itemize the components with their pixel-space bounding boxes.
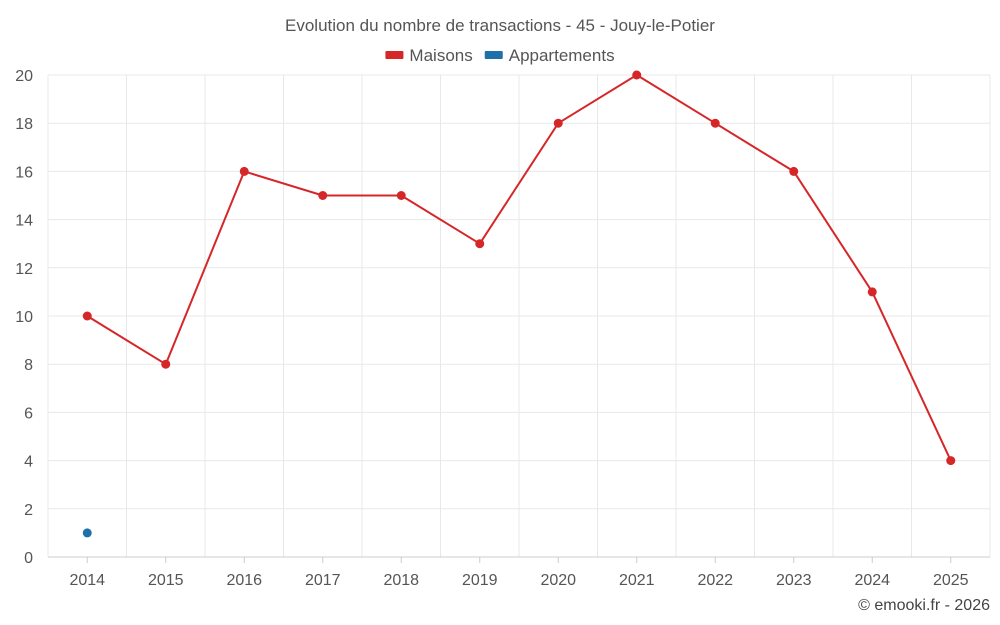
y-tick-label: 12: [15, 261, 33, 278]
data-point[interactable]: [318, 191, 328, 200]
data-point[interactable]: [632, 70, 642, 80]
data-point[interactable]: [82, 311, 92, 321]
legend-item-appartements[interactable]: Appartements: [484, 46, 615, 65]
x-tick-label: 2018: [383, 572, 419, 589]
y-tick-label: 10: [15, 309, 33, 326]
y-tick-label: 0: [24, 550, 33, 567]
data-point[interactable]: [475, 239, 485, 249]
data-point[interactable]: [789, 166, 799, 176]
x-tick-label: 2020: [540, 572, 576, 589]
legend-item-maisons[interactable]: Maisons: [385, 46, 473, 65]
data-point[interactable]: [82, 528, 92, 538]
x-tick-label: 2022: [697, 572, 733, 589]
series-appartements: [82, 528, 92, 538]
data-point[interactable]: [946, 456, 956, 466]
x-tick-label: 2014: [69, 572, 105, 589]
data-point[interactable]: [396, 191, 406, 200]
data-point[interactable]: [161, 359, 171, 369]
series-line: [86, 74, 952, 462]
y-tick-label: 8: [24, 357, 33, 374]
y-tick-label: 20: [15, 68, 33, 85]
y-tick-label: 6: [24, 405, 33, 422]
credit-text: © emooki.fr - 2026: [858, 597, 990, 614]
x-tick-label: 2016: [226, 572, 262, 589]
legend-label: Appartements: [509, 46, 615, 65]
x-tick-label: 2023: [776, 572, 812, 589]
x-tick-label: 2025: [933, 572, 969, 589]
x-tick-label: 2017: [305, 572, 341, 589]
series-group: [82, 70, 956, 538]
data-point[interactable]: [867, 287, 877, 297]
legend-label: Maisons: [409, 46, 472, 65]
x-tick-label: 2015: [148, 572, 184, 589]
y-tick-label: 2: [24, 502, 33, 519]
x-axis: 2014 2015 2016 2017 2018 2019 2020 2021 2022 2023…: [48, 556, 990, 589]
x-tick-label: 2019: [462, 572, 498, 589]
y-tick-label: 14: [15, 213, 33, 230]
x-tick-label: 2021: [619, 572, 655, 589]
y-tick-label: 16: [15, 164, 33, 181]
legend: Maisons Appartements: [385, 46, 615, 65]
data-point[interactable]: [710, 118, 720, 128]
y-tick-label: 4: [24, 454, 33, 471]
y-axis: 0 2 4 6 8 10 12 14 16 18 20: [15, 68, 33, 567]
y-tick-label: 18: [15, 116, 33, 133]
chart-title: Evolution du nombre de transactions - 45…: [285, 16, 715, 35]
legend-swatch: [385, 51, 404, 59]
data-point[interactable]: [553, 118, 563, 128]
gridlines: [47, 74, 991, 558]
series-maisons: [82, 70, 956, 466]
x-tick-label: 2024: [854, 572, 890, 589]
data-point[interactable]: [239, 166, 249, 176]
legend-swatch: [484, 51, 503, 59]
